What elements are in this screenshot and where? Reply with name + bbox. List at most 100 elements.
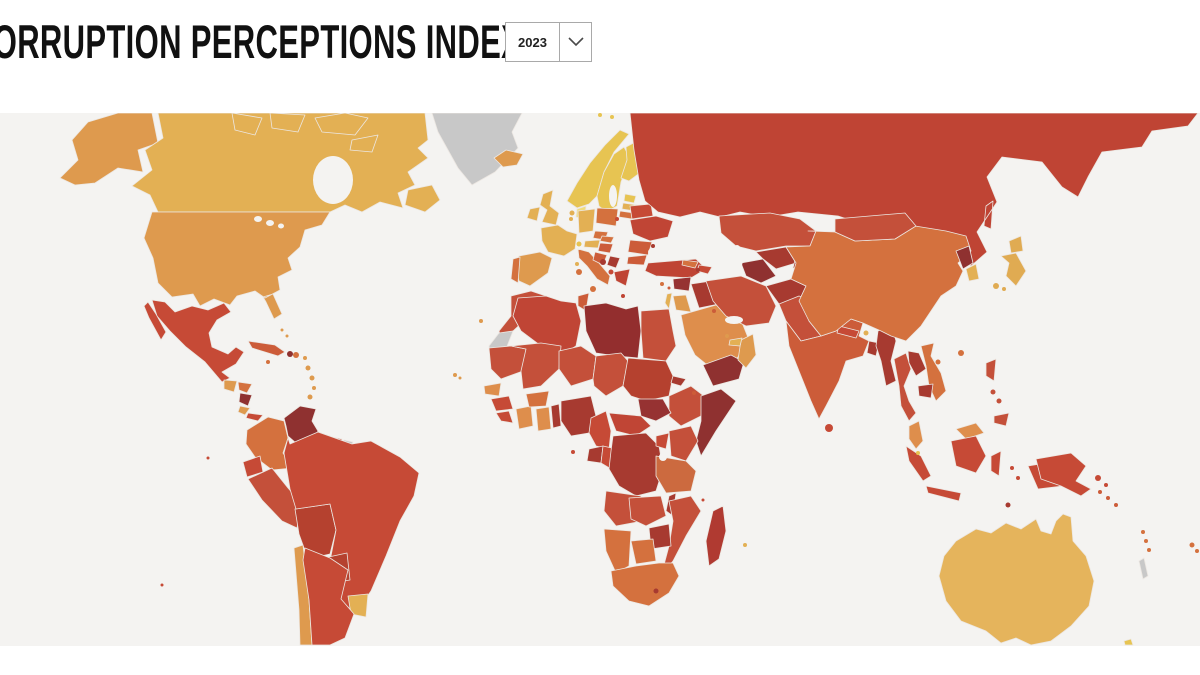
map-region-cyprus[interactable] <box>660 282 664 286</box>
map-region-romania[interactable] <box>627 239 653 256</box>
map-region-kaliningrad[interactable] <box>615 217 619 221</box>
map-region-slovakia[interactable] <box>599 235 615 244</box>
map-region-greece[interactable] <box>613 268 631 287</box>
map-region-syria[interactable] <box>672 276 692 292</box>
map-region-cape-verde-2[interactable] <box>458 376 462 380</box>
map-region-new-zealand-tip[interactable] <box>1123 638 1134 646</box>
map-region-canada[interactable] <box>131 113 441 213</box>
map-region-maluku-1[interactable] <box>1010 466 1014 470</box>
map-region-bulgaria[interactable] <box>626 254 648 266</box>
map-region-kyushu[interactable] <box>993 283 999 289</box>
map-region-sicily[interactable] <box>590 286 596 292</box>
map-region-botswana[interactable] <box>630 538 657 565</box>
map-region-uzbekistan[interactable] <box>755 246 797 270</box>
map-region-new-britain[interactable] <box>1095 475 1101 481</box>
map-region-argentina[interactable] <box>302 547 355 646</box>
map-region-puerto-rico[interactable] <box>303 356 307 360</box>
map-region-rwanda[interactable] <box>650 450 654 454</box>
map-region-philippines[interactable] <box>985 358 1010 427</box>
map-region-sudan[interactable] <box>622 357 674 402</box>
map-region-belarus[interactable] <box>629 203 654 220</box>
map-region-north-korea[interactable] <box>955 245 974 270</box>
map-region-indonesia[interactable] <box>905 435 1064 502</box>
map-region-polynesia-speck[interactable] <box>160 583 164 587</box>
map-region-philippines-visayas-2[interactable] <box>996 398 1002 404</box>
map-region-canary-islands[interactable] <box>479 319 483 323</box>
map-region-guatemala[interactable] <box>223 379 238 393</box>
map-region-nicaragua[interactable] <box>238 392 253 407</box>
map-region-china[interactable] <box>785 225 972 342</box>
map-region-lesser-antilles-1[interactable] <box>305 365 311 371</box>
map-region-svalbard-1[interactable] <box>598 113 602 117</box>
map-region-tanzania[interactable] <box>655 455 697 494</box>
map-region-crete[interactable] <box>621 294 625 298</box>
map-region-serbia[interactable] <box>606 255 621 269</box>
map-region-armenia[interactable] <box>696 268 700 272</box>
map-region-trinidad[interactable] <box>307 394 313 400</box>
map-region-lesotho[interactable] <box>653 588 659 594</box>
map-region-spain[interactable] <box>514 251 553 287</box>
map-region-madagascar[interactable] <box>705 505 727 567</box>
map-region-south-korea[interactable] <box>965 263 980 282</box>
map-region-chad[interactable] <box>592 352 629 397</box>
map-region-singapore[interactable] <box>916 451 920 455</box>
map-region-gabon[interactable] <box>586 445 604 464</box>
map-region-south-africa[interactable] <box>610 562 680 607</box>
map-region-haiti[interactable] <box>287 351 293 357</box>
map-region-italy[interactable] <box>577 248 611 286</box>
map-region-alaska[interactable] <box>59 113 159 186</box>
map-region-burkina-faso[interactable] <box>525 390 550 408</box>
map-region-ivory-coast[interactable] <box>515 405 534 430</box>
map-region-costa-rica[interactable] <box>237 405 251 416</box>
map-region-panama[interactable] <box>245 412 264 422</box>
map-region-cape-verde-1[interactable] <box>453 373 457 377</box>
map-region-timor-leste[interactable] <box>1005 502 1011 508</box>
map-region-united-kingdom[interactable] <box>539 189 560 226</box>
map-region-mauritius[interactable] <box>743 543 747 547</box>
map-region-egypt[interactable] <box>640 308 677 362</box>
map-region-australia[interactable] <box>938 513 1095 646</box>
map-region-solomon-3[interactable] <box>1114 503 1118 507</box>
map-region-svalbard-2[interactable] <box>610 115 614 119</box>
map-region-vanuatu-2[interactable] <box>1144 539 1148 543</box>
map-region-south-sudan[interactable] <box>637 398 672 422</box>
year-dropdown[interactable]: 2023 <box>505 22 592 62</box>
map-region-uae[interactable] <box>728 337 743 347</box>
map-region-solomon-1[interactable] <box>1098 490 1102 494</box>
map-region-algeria[interactable] <box>512 295 582 357</box>
map-region-papua-new-guinea[interactable] <box>1035 452 1092 497</box>
map-region-estonia[interactable] <box>623 193 637 204</box>
map-region-france[interactable] <box>540 224 578 257</box>
map-region-malaysia[interactable] <box>908 420 985 450</box>
map-region-turkmenistan[interactable] <box>740 258 777 284</box>
map-region-vietnam[interactable] <box>920 342 947 402</box>
map-region-sri-lanka[interactable] <box>825 424 833 432</box>
map-region-qatar[interactable] <box>725 334 729 338</box>
map-region-fiji-2[interactable] <box>1195 549 1199 553</box>
map-region-portugal[interactable] <box>510 256 521 284</box>
map-region-lesser-antilles-2[interactable] <box>309 375 315 381</box>
map-region-lesser-antilles-3[interactable] <box>312 386 316 390</box>
map-region-nepal[interactable] <box>836 325 860 339</box>
map-region-eritrea[interactable] <box>670 375 687 387</box>
map-region-united-states[interactable] <box>143 211 331 320</box>
map-region-uruguay[interactable] <box>347 593 369 618</box>
map-region-bhutan[interactable] <box>863 330 869 336</box>
map-region-israel[interactable] <box>664 292 673 310</box>
map-region-iceland[interactable] <box>493 149 524 168</box>
map-region-mali[interactable] <box>510 342 562 390</box>
map-region-belgium[interactable] <box>569 217 573 221</box>
map-region-greenland[interactable] <box>431 113 523 186</box>
map-region-bosnia[interactable] <box>600 259 606 265</box>
map-region-germany[interactable] <box>577 208 596 234</box>
map-region-bahamas-2[interactable] <box>285 334 289 338</box>
map-region-central-african-republic[interactable] <box>608 412 652 437</box>
map-region-djibouti[interactable] <box>692 391 696 395</box>
map-region-ghana[interactable] <box>535 406 552 432</box>
map-region-solomon-2[interactable] <box>1106 496 1110 500</box>
map-region-yemen[interactable] <box>702 354 745 387</box>
map-region-dominican-republic[interactable] <box>293 352 299 358</box>
map-region-dr-congo[interactable] <box>608 432 664 497</box>
map-region-norway[interactable] <box>566 129 630 209</box>
map-region-austria[interactable] <box>583 239 601 249</box>
